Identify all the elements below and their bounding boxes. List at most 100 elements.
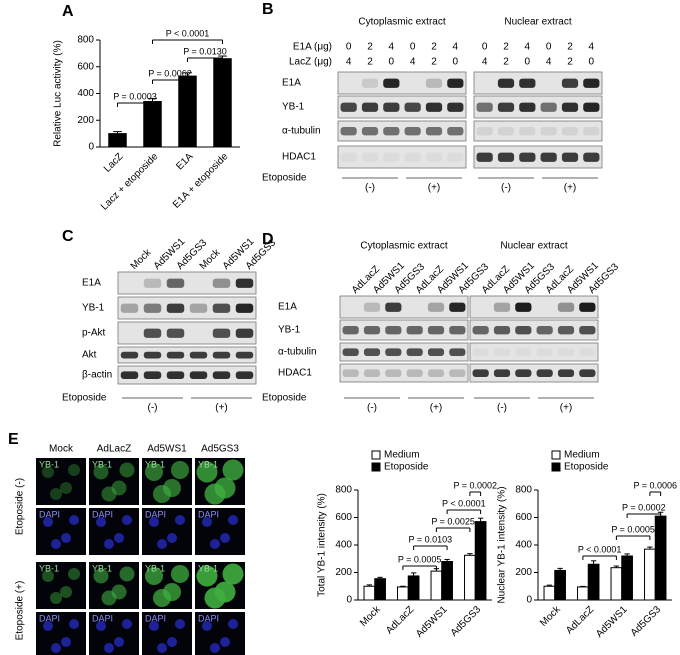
condition: (+) xyxy=(560,403,573,414)
blot xyxy=(337,120,467,142)
bar xyxy=(441,561,453,601)
p-value: P = 0.0002 xyxy=(453,480,497,490)
band xyxy=(361,152,379,162)
condition: (-) xyxy=(148,403,158,414)
condition: (-) xyxy=(497,403,507,414)
cell xyxy=(43,621,53,631)
band xyxy=(519,102,536,112)
cell xyxy=(96,621,106,631)
band xyxy=(120,303,139,313)
cell xyxy=(69,515,79,525)
band xyxy=(579,369,596,377)
cell xyxy=(69,619,79,629)
band xyxy=(472,369,489,377)
bar xyxy=(407,575,420,601)
error-bar xyxy=(410,572,417,576)
band xyxy=(497,78,515,88)
y-tick-label: 800 xyxy=(515,485,532,496)
band xyxy=(425,102,443,112)
dose-label: LacZ (μg) xyxy=(289,57,332,68)
channel-label: DAPI xyxy=(145,509,166,519)
band xyxy=(404,127,421,136)
bar xyxy=(610,567,623,601)
y-tick-label: 800 xyxy=(77,35,94,46)
band xyxy=(189,303,208,313)
band xyxy=(497,127,515,136)
channel-label: DAPI xyxy=(198,509,219,519)
y-tick-label: 600 xyxy=(515,512,532,523)
error-bar xyxy=(477,517,484,522)
band xyxy=(493,326,511,335)
bar xyxy=(430,570,443,601)
band xyxy=(212,351,231,359)
band xyxy=(120,351,139,359)
dose-value: 0 xyxy=(546,42,552,53)
band xyxy=(340,152,357,162)
error-bar xyxy=(590,560,597,565)
blot-header: Nuclear extract xyxy=(504,17,571,28)
blot xyxy=(337,95,467,119)
cell xyxy=(119,462,135,478)
panel-label: D xyxy=(262,231,274,248)
p-value: P = 0.0103 xyxy=(409,534,453,544)
cell xyxy=(114,533,124,543)
band xyxy=(212,278,231,288)
bar xyxy=(554,569,566,601)
bar xyxy=(587,563,600,601)
y-axis-label: Nuclear YB-1 intensity (%) xyxy=(497,486,508,603)
y-tick-label: 0 xyxy=(346,595,352,606)
error-bar xyxy=(366,584,373,587)
channel-label: YB-1 xyxy=(198,563,218,573)
dose-value: 2 xyxy=(431,42,437,53)
error-bar xyxy=(148,98,157,102)
row-label: p-Akt xyxy=(82,328,106,339)
band xyxy=(515,369,532,377)
column-label: Ad5WS1 xyxy=(147,444,187,455)
error-bar xyxy=(113,131,122,134)
band xyxy=(427,348,445,356)
bar xyxy=(374,578,386,601)
error-bar xyxy=(183,72,192,77)
row-label: α-tubulin xyxy=(278,347,317,358)
y-axis-label: Relative Luc activity (%) xyxy=(53,40,64,147)
band xyxy=(342,348,359,356)
micrograph xyxy=(195,508,245,555)
band xyxy=(385,369,402,377)
bar xyxy=(178,75,197,148)
cell xyxy=(101,486,117,502)
legend-swatch xyxy=(551,450,561,460)
dose-value: 0 xyxy=(525,57,531,68)
band xyxy=(476,127,493,136)
band xyxy=(143,371,162,379)
blot xyxy=(473,120,603,142)
band xyxy=(561,78,579,88)
condition: (-) xyxy=(501,183,511,194)
band xyxy=(235,371,254,379)
cell xyxy=(96,517,106,527)
error-bar xyxy=(557,567,563,571)
band xyxy=(519,78,536,88)
cell xyxy=(153,485,171,503)
p-value: P = 0.0062 xyxy=(148,68,192,78)
band xyxy=(383,127,400,136)
blot xyxy=(117,296,257,320)
band xyxy=(143,351,162,359)
micrograph xyxy=(36,562,86,609)
bar xyxy=(577,586,589,601)
dose-value: 4 xyxy=(482,57,488,68)
cell xyxy=(167,637,177,647)
band xyxy=(519,152,536,162)
x-tick-label: Ad5GS3 xyxy=(449,604,484,639)
band xyxy=(120,371,139,379)
band xyxy=(166,351,185,359)
blot-header: Cytoplasmic extract xyxy=(360,241,447,252)
dose-value: 4 xyxy=(589,42,595,53)
legend-swatch xyxy=(551,462,561,472)
cell xyxy=(228,619,238,629)
bar xyxy=(644,548,656,601)
cell xyxy=(114,637,124,647)
bar xyxy=(143,101,162,148)
channel-label: DAPI xyxy=(92,613,113,623)
band xyxy=(342,369,359,377)
row-label: HDAC1 xyxy=(278,368,312,379)
